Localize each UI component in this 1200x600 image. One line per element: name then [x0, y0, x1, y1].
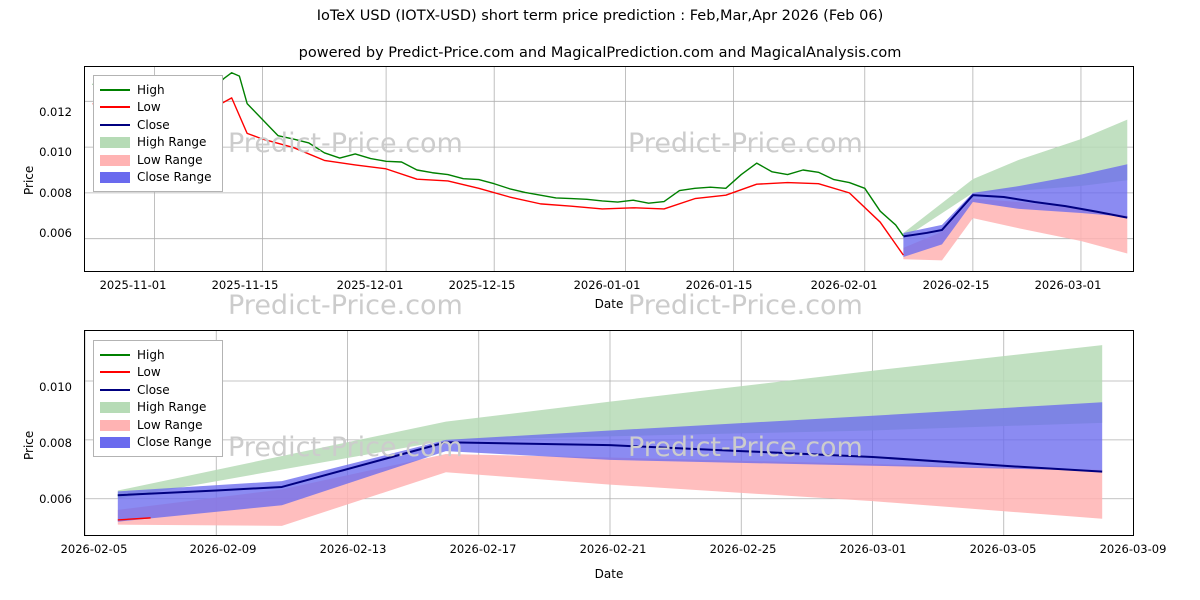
top-legend-item-close-range: Close Range: [100, 169, 214, 187]
bottom-xtick-3: 2026-02-17: [449, 542, 517, 556]
legend-patch-low-range-icon: [100, 154, 130, 166]
top-x-axis-label: Date: [594, 297, 624, 311]
top-legend-label-close: Close: [137, 117, 170, 132]
top-legend-label-low-range: Low Range: [137, 152, 203, 167]
bottom-ytick-2: 0.010: [39, 380, 72, 394]
top-legend: High Low Close High Range Low Range Clos…: [93, 75, 223, 192]
top-ytick-1: 0.008: [39, 186, 72, 200]
legend-patch-high-range-icon: [100, 401, 130, 414]
legend-line-high-icon: [100, 84, 130, 96]
bottom-legend-item-close-range: Close Range: [100, 434, 214, 452]
bottom-legend-item-low-range: Low Range: [100, 416, 214, 434]
bottom-legend-label-close: Close: [137, 382, 170, 397]
watermark-mid-left: Predict-Price.com: [228, 290, 463, 321]
bottom-xtick-7: 2026-03-05: [969, 542, 1037, 556]
bottom-xtick-4: 2026-02-21: [579, 542, 647, 556]
top-legend-item-low: Low: [100, 99, 214, 117]
legend-patch-high-range-icon: [100, 136, 130, 149]
bottom-legend-item-high-range: High Range: [100, 399, 214, 417]
legend-patch-close-range-icon: [100, 436, 130, 449]
top-ytick-0: 0.006: [39, 226, 72, 240]
bottom-legend: High Low Close High Range Low Range Clos…: [93, 340, 223, 457]
top-legend-label-high-range: High Range: [137, 135, 207, 150]
top-xtick-6: 2026-02-01: [810, 278, 878, 292]
top-ytick-2: 0.010: [39, 145, 72, 159]
top-legend-item-high: High: [100, 81, 214, 99]
bottom-xtick-2: 2026-02-13: [319, 542, 387, 556]
top-legend-label-close-range: Close Range: [137, 170, 212, 185]
top-xtick-3: 2025-12-15: [448, 278, 516, 292]
bottom-ytick-0: 0.006: [39, 492, 72, 506]
top-xtick-0: 2025-11-01: [99, 278, 167, 292]
bottom-xtick-8: 2026-03-09: [1099, 542, 1167, 556]
bottom-legend-label-high-range: High Range: [137, 400, 207, 415]
bottom-x-axis-label: Date: [594, 567, 624, 581]
bottom-legend-label-low-range: Low Range: [137, 417, 203, 432]
bottom-legend-label-high: High: [137, 347, 165, 362]
bottom-xtick-1: 2026-02-09: [189, 542, 257, 556]
legend-patch-close-range-icon: [100, 171, 130, 184]
top-ytick-3: 0.012: [39, 105, 72, 119]
page-subtitle: powered by Predict-Price.com and Magical…: [298, 45, 902, 61]
bottom-xtick-0: 2026-02-05: [60, 542, 128, 556]
top-legend-item-high-range: High Range: [100, 134, 214, 152]
legend-line-low-icon: [100, 101, 130, 113]
top-legend-item-close: Close: [100, 116, 214, 134]
top-legend-label-high: High: [137, 82, 165, 97]
bottom-legend-item-low: Low: [100, 364, 214, 382]
legend-patch-low-range-icon: [100, 419, 130, 431]
top-legend-item-low-range: Low Range: [100, 151, 214, 169]
bottom-legend-label-close-range: Close Range: [137, 435, 212, 450]
top-xtick-2: 2025-12-01: [336, 278, 404, 292]
bottom-plot-area: [84, 330, 1134, 536]
top-xtick-7: 2026-02-15: [922, 278, 990, 292]
top-legend-label-low: Low: [137, 100, 161, 115]
legend-line-close-icon: [100, 384, 130, 396]
bottom-legend-label-low: Low: [137, 365, 161, 380]
legend-line-low-icon: [100, 366, 130, 378]
bottom-legend-item-high: High: [100, 346, 214, 364]
bottom-legend-item-close: Close: [100, 381, 214, 399]
top-xtick-8: 2026-03-01: [1034, 278, 1102, 292]
legend-line-close-icon: [100, 119, 130, 131]
top-xtick-1: 2025-11-15: [211, 278, 279, 292]
top-xtick-4: 2026-01-01: [573, 278, 641, 292]
top-xtick-5: 2026-01-15: [685, 278, 753, 292]
top-plot-area: [84, 66, 1134, 272]
bottom-ytick-1: 0.008: [39, 436, 72, 450]
bottom-xtick-6: 2026-03-01: [839, 542, 907, 556]
page-title: IoTeX USD (IOTX-USD) short term price pr…: [316, 8, 884, 24]
legend-line-high-icon: [100, 349, 130, 361]
bottom-xtick-5: 2026-02-25: [709, 542, 777, 556]
